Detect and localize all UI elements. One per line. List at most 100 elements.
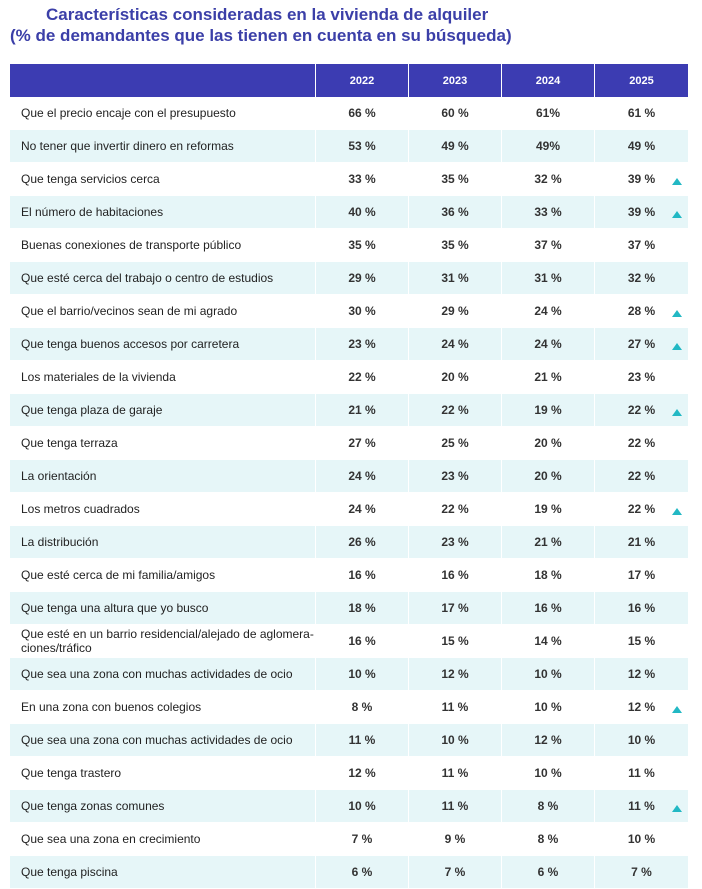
value-2024: 37 % [502,229,595,262]
value-2025-wrap: 11 % [595,799,688,813]
row-label: Que tenga piscina [10,856,316,889]
features-table: 2022 2023 2024 2025 Que el precio encaje… [10,64,688,889]
value-2025: 39 % [627,172,656,186]
row-label: Que tenga buenos accesos por carretera [10,328,316,361]
row-label: Que el precio encaje con el presupuesto [10,97,316,130]
value-2025-wrap: 10 % [595,733,688,747]
value-2025-wrap: 28 % [595,304,688,318]
value-2025-cell: 49 % [595,130,688,163]
increase-triangle-icon [672,409,682,416]
value-2025: 39 % [627,205,656,219]
value-2024: 21 % [502,361,595,394]
row-label: Que el barrio/vecinos sean de mi agrado [10,295,316,328]
row-label: Los metros cuadrados [10,493,316,526]
value-2025-cell: 16 % [595,592,688,625]
table-row: Que sea una zona con muchas actividades … [10,658,688,691]
row-label: Que esté cerca de mi familia/amigos [10,559,316,592]
value-2022: 40 % [316,196,409,229]
value-2023: 17 % [409,592,502,625]
table-header-row: 2022 2023 2024 2025 [10,64,688,97]
value-2022: 12 % [316,757,409,790]
value-2025-wrap: 39 % [595,172,688,186]
value-2023: 9 % [409,823,502,856]
column-header-2024: 2024 [502,64,595,97]
value-2025-wrap: 22 % [595,436,688,450]
value-2025-cell: 61 % [595,97,688,130]
row-label: La orientación [10,460,316,493]
value-2025-cell: 15 % [595,625,688,658]
value-2023: 22 % [409,394,502,427]
value-2025: 12 % [627,667,656,681]
value-2022: 27 % [316,427,409,460]
increase-triangle-icon [672,343,682,350]
value-2023: 35 % [409,163,502,196]
increase-triangle-icon [672,706,682,713]
value-2023: 49 % [409,130,502,163]
increase-triangle-icon [672,211,682,218]
value-2023: 29 % [409,295,502,328]
value-2025: 12 % [627,700,656,714]
value-2022: 7 % [316,823,409,856]
value-2025-wrap: 22 % [595,469,688,483]
row-label: Que sea una zona con muchas actividades … [10,658,316,691]
column-header-2022: 2022 [316,64,409,97]
value-2025: 10 % [627,832,656,846]
value-2023: 35 % [409,229,502,262]
value-2025-cell: 21 % [595,526,688,559]
column-header-feature [10,64,316,97]
value-2025-cell: 22 % [595,394,688,427]
value-2025: 23 % [627,370,656,384]
value-2022: 53 % [316,130,409,163]
value-2025-cell: 37 % [595,229,688,262]
value-2022: 10 % [316,790,409,823]
row-label: Que esté cerca del trabajo o centro de e… [10,262,316,295]
value-2025: 7 % [631,865,652,879]
value-2025-wrap: 15 % [595,634,688,648]
value-2025: 27 % [627,337,656,351]
value-2024: 18 % [502,559,595,592]
value-2024: 12 % [502,724,595,757]
value-2023: 11 % [409,691,502,724]
table-row: Que tenga piscina 6 % 7 % 6 % 7 % [10,856,688,889]
value-2025: 22 % [627,502,656,516]
value-2025: 37 % [627,238,656,252]
value-2022: 26 % [316,526,409,559]
value-2022: 8 % [316,691,409,724]
table-row: Buenas conexiones de transporte público 3… [10,229,688,262]
value-2025-cell: 11 % [595,757,688,790]
value-2022: 6 % [316,856,409,889]
value-2025: 28 % [627,304,656,318]
value-2024: 24 % [502,328,595,361]
row-label: Que tenga terraza [10,427,316,460]
value-2022: 33 % [316,163,409,196]
value-2024: 33 % [502,196,595,229]
table-row: Que esté cerca de mi familia/amigos 16 % 1… [10,559,688,592]
value-2023: 23 % [409,526,502,559]
row-label: La distribución [10,526,316,559]
value-2025-wrap: 22 % [595,502,688,516]
row-label: Que sea una zona con muchas actividades … [10,724,316,757]
value-2023: 23 % [409,460,502,493]
value-2022: 66 % [316,97,409,130]
table-row: Que el barrio/vecinos sean de mi agrado 3… [10,295,688,328]
row-label: No tener que invertir dinero en reformas [10,130,316,163]
value-2022: 18 % [316,592,409,625]
value-2025-cell: 10 % [595,823,688,856]
table-row: La distribución 26 % 23 % 21 % 21 % [10,526,688,559]
value-2025-cell: 28 % [595,295,688,328]
value-2023: 16 % [409,559,502,592]
table-row: La orientación 24 % 23 % 20 % 22 % [10,460,688,493]
value-2025: 21 % [627,535,656,549]
value-2022: 29 % [316,262,409,295]
value-2025: 22 % [627,436,656,450]
increase-triangle-icon [672,508,682,515]
value-2023: 11 % [409,790,502,823]
value-2024: 20 % [502,427,595,460]
value-2023: 60 % [409,97,502,130]
value-2025-cell: 11 % [595,790,688,823]
value-2025: 11 % [628,766,655,780]
value-2023: 22 % [409,493,502,526]
table-row: Que sea una zona con muchas actividades … [10,724,688,757]
value-2023: 11 % [409,757,502,790]
value-2024: 6 % [502,856,595,889]
